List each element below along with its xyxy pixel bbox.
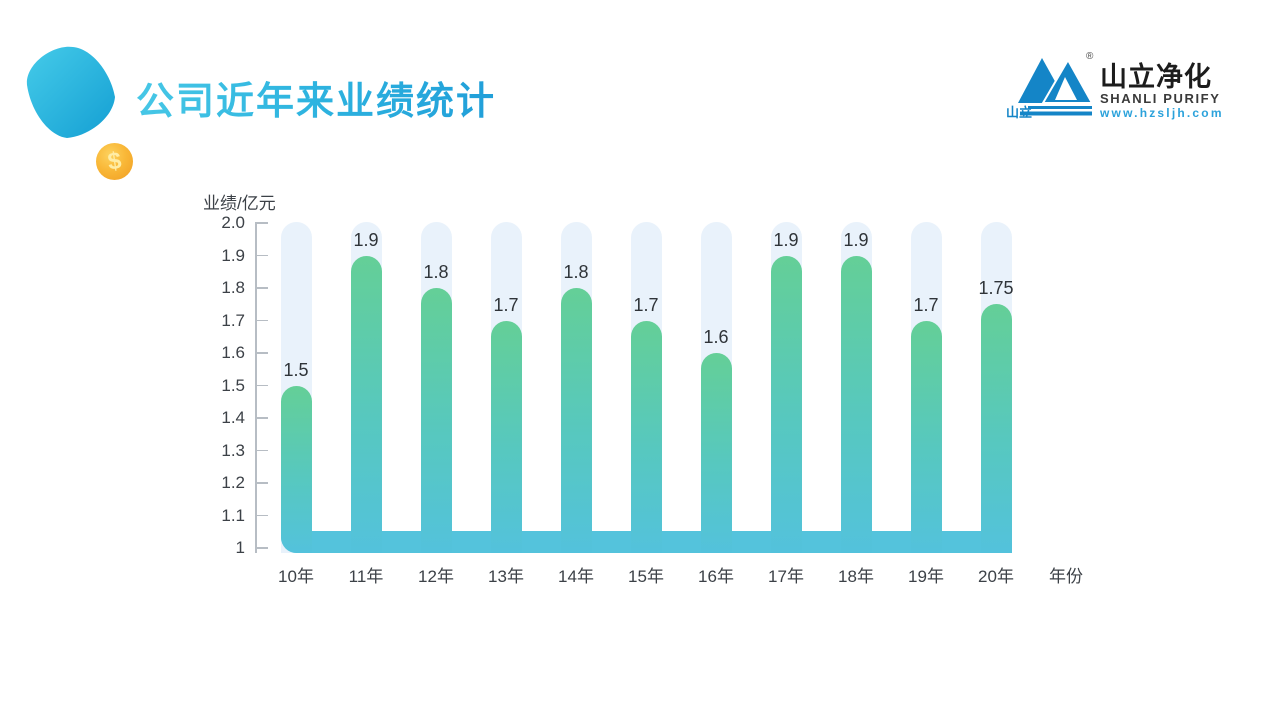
y-axis-tick-label: 1.3 bbox=[221, 440, 245, 460]
y-axis-tick-label: 2.0 bbox=[221, 213, 245, 232]
y-axis-tick bbox=[256, 352, 268, 354]
logo-brand-en: SHANLI PURIFY bbox=[1100, 91, 1221, 106]
x-axis-label: 11年 bbox=[348, 567, 384, 586]
y-axis-tick-label: 1.1 bbox=[221, 505, 245, 525]
bar bbox=[840, 255, 872, 553]
y-axis-tick bbox=[256, 254, 268, 257]
y-axis-tick bbox=[256, 222, 268, 224]
y-axis-tick-label: 1.2 bbox=[221, 473, 245, 492]
y-axis-tick-label: 1.5 bbox=[221, 375, 245, 395]
bar bbox=[420, 288, 452, 553]
x-axis-label: 20年 bbox=[978, 567, 1014, 586]
x-axis-label: 18年 bbox=[838, 567, 874, 586]
bar bbox=[630, 320, 662, 553]
bar bbox=[350, 255, 382, 553]
x-axis-label: 17年 bbox=[768, 567, 804, 586]
x-axis-label: 13年 bbox=[488, 567, 524, 586]
y-axis-tick bbox=[256, 319, 268, 322]
y-axis-tick-label: 1 bbox=[235, 538, 245, 557]
dollar-coin-icon: $ bbox=[96, 143, 133, 180]
y-axis-tick-label: 1.6 bbox=[221, 343, 245, 362]
x-axis-label: 16年 bbox=[698, 567, 734, 586]
bar-value-label: 1.75 bbox=[978, 278, 1014, 299]
y-axis-tick-label: 1.9 bbox=[221, 245, 245, 265]
bar-value-label: 1.7 bbox=[493, 294, 519, 315]
bar bbox=[280, 385, 312, 553]
decor-blob bbox=[26, 46, 116, 138]
y-axis-tick-label: 1.7 bbox=[221, 310, 245, 330]
logo-brand-cn: 山立净化 bbox=[1100, 62, 1212, 92]
bar-value-label: 1.8 bbox=[423, 262, 449, 282]
y-axis-tick bbox=[256, 287, 268, 289]
bar-value-label: 1.9 bbox=[773, 229, 799, 250]
y-axis-tick bbox=[256, 547, 268, 549]
logo-registered-mark: ® bbox=[1086, 51, 1094, 62]
y-axis-line bbox=[255, 222, 257, 553]
x-axis-label: 12年 bbox=[418, 567, 454, 586]
bar-value-label: 1.8 bbox=[563, 262, 589, 282]
logo-mountain-icon: ® 山立 bbox=[1006, 51, 1094, 120]
bar-value-label: 1.6 bbox=[703, 327, 729, 347]
x-axis-label: 19年 bbox=[908, 567, 944, 586]
x-axis-label: 10年 bbox=[278, 567, 314, 586]
bar-value-label: 1.9 bbox=[353, 229, 379, 250]
logo-icon-label: 山立 bbox=[1006, 105, 1032, 120]
y-axis-tick bbox=[256, 482, 268, 484]
y-axis-title: 业绩/亿元 bbox=[203, 194, 276, 213]
x-axis-title: 年份 bbox=[1049, 567, 1083, 586]
bar bbox=[490, 320, 522, 553]
bar-value-label: 1.9 bbox=[843, 229, 869, 250]
bar bbox=[770, 255, 802, 553]
y-axis-tick bbox=[256, 514, 268, 517]
bar bbox=[980, 304, 1012, 553]
y-axis-tick-label: 1.4 bbox=[221, 408, 245, 427]
logo-text-block: 山立净化 SHANLI PURIFY www.hzsljh.com bbox=[1100, 62, 1270, 120]
bar bbox=[910, 320, 942, 553]
y-axis-tick bbox=[256, 417, 268, 419]
logo-website: www.hzsljh.com bbox=[1100, 106, 1224, 120]
y-axis-tick-label: 1.8 bbox=[221, 278, 245, 297]
page-title: 公司近年来业绩统计 bbox=[136, 70, 496, 125]
bar-value-label: 1.7 bbox=[633, 294, 659, 315]
x-axis-label: 14年 bbox=[558, 567, 594, 586]
y-axis-tick bbox=[256, 384, 268, 387]
y-axis-tick bbox=[256, 449, 268, 452]
bar bbox=[700, 353, 732, 553]
bar-value-label: 1.7 bbox=[913, 294, 939, 315]
bar bbox=[560, 288, 592, 553]
x-axis-label: 15年 bbox=[628, 567, 664, 586]
bar-value-label: 1.5 bbox=[283, 359, 309, 380]
